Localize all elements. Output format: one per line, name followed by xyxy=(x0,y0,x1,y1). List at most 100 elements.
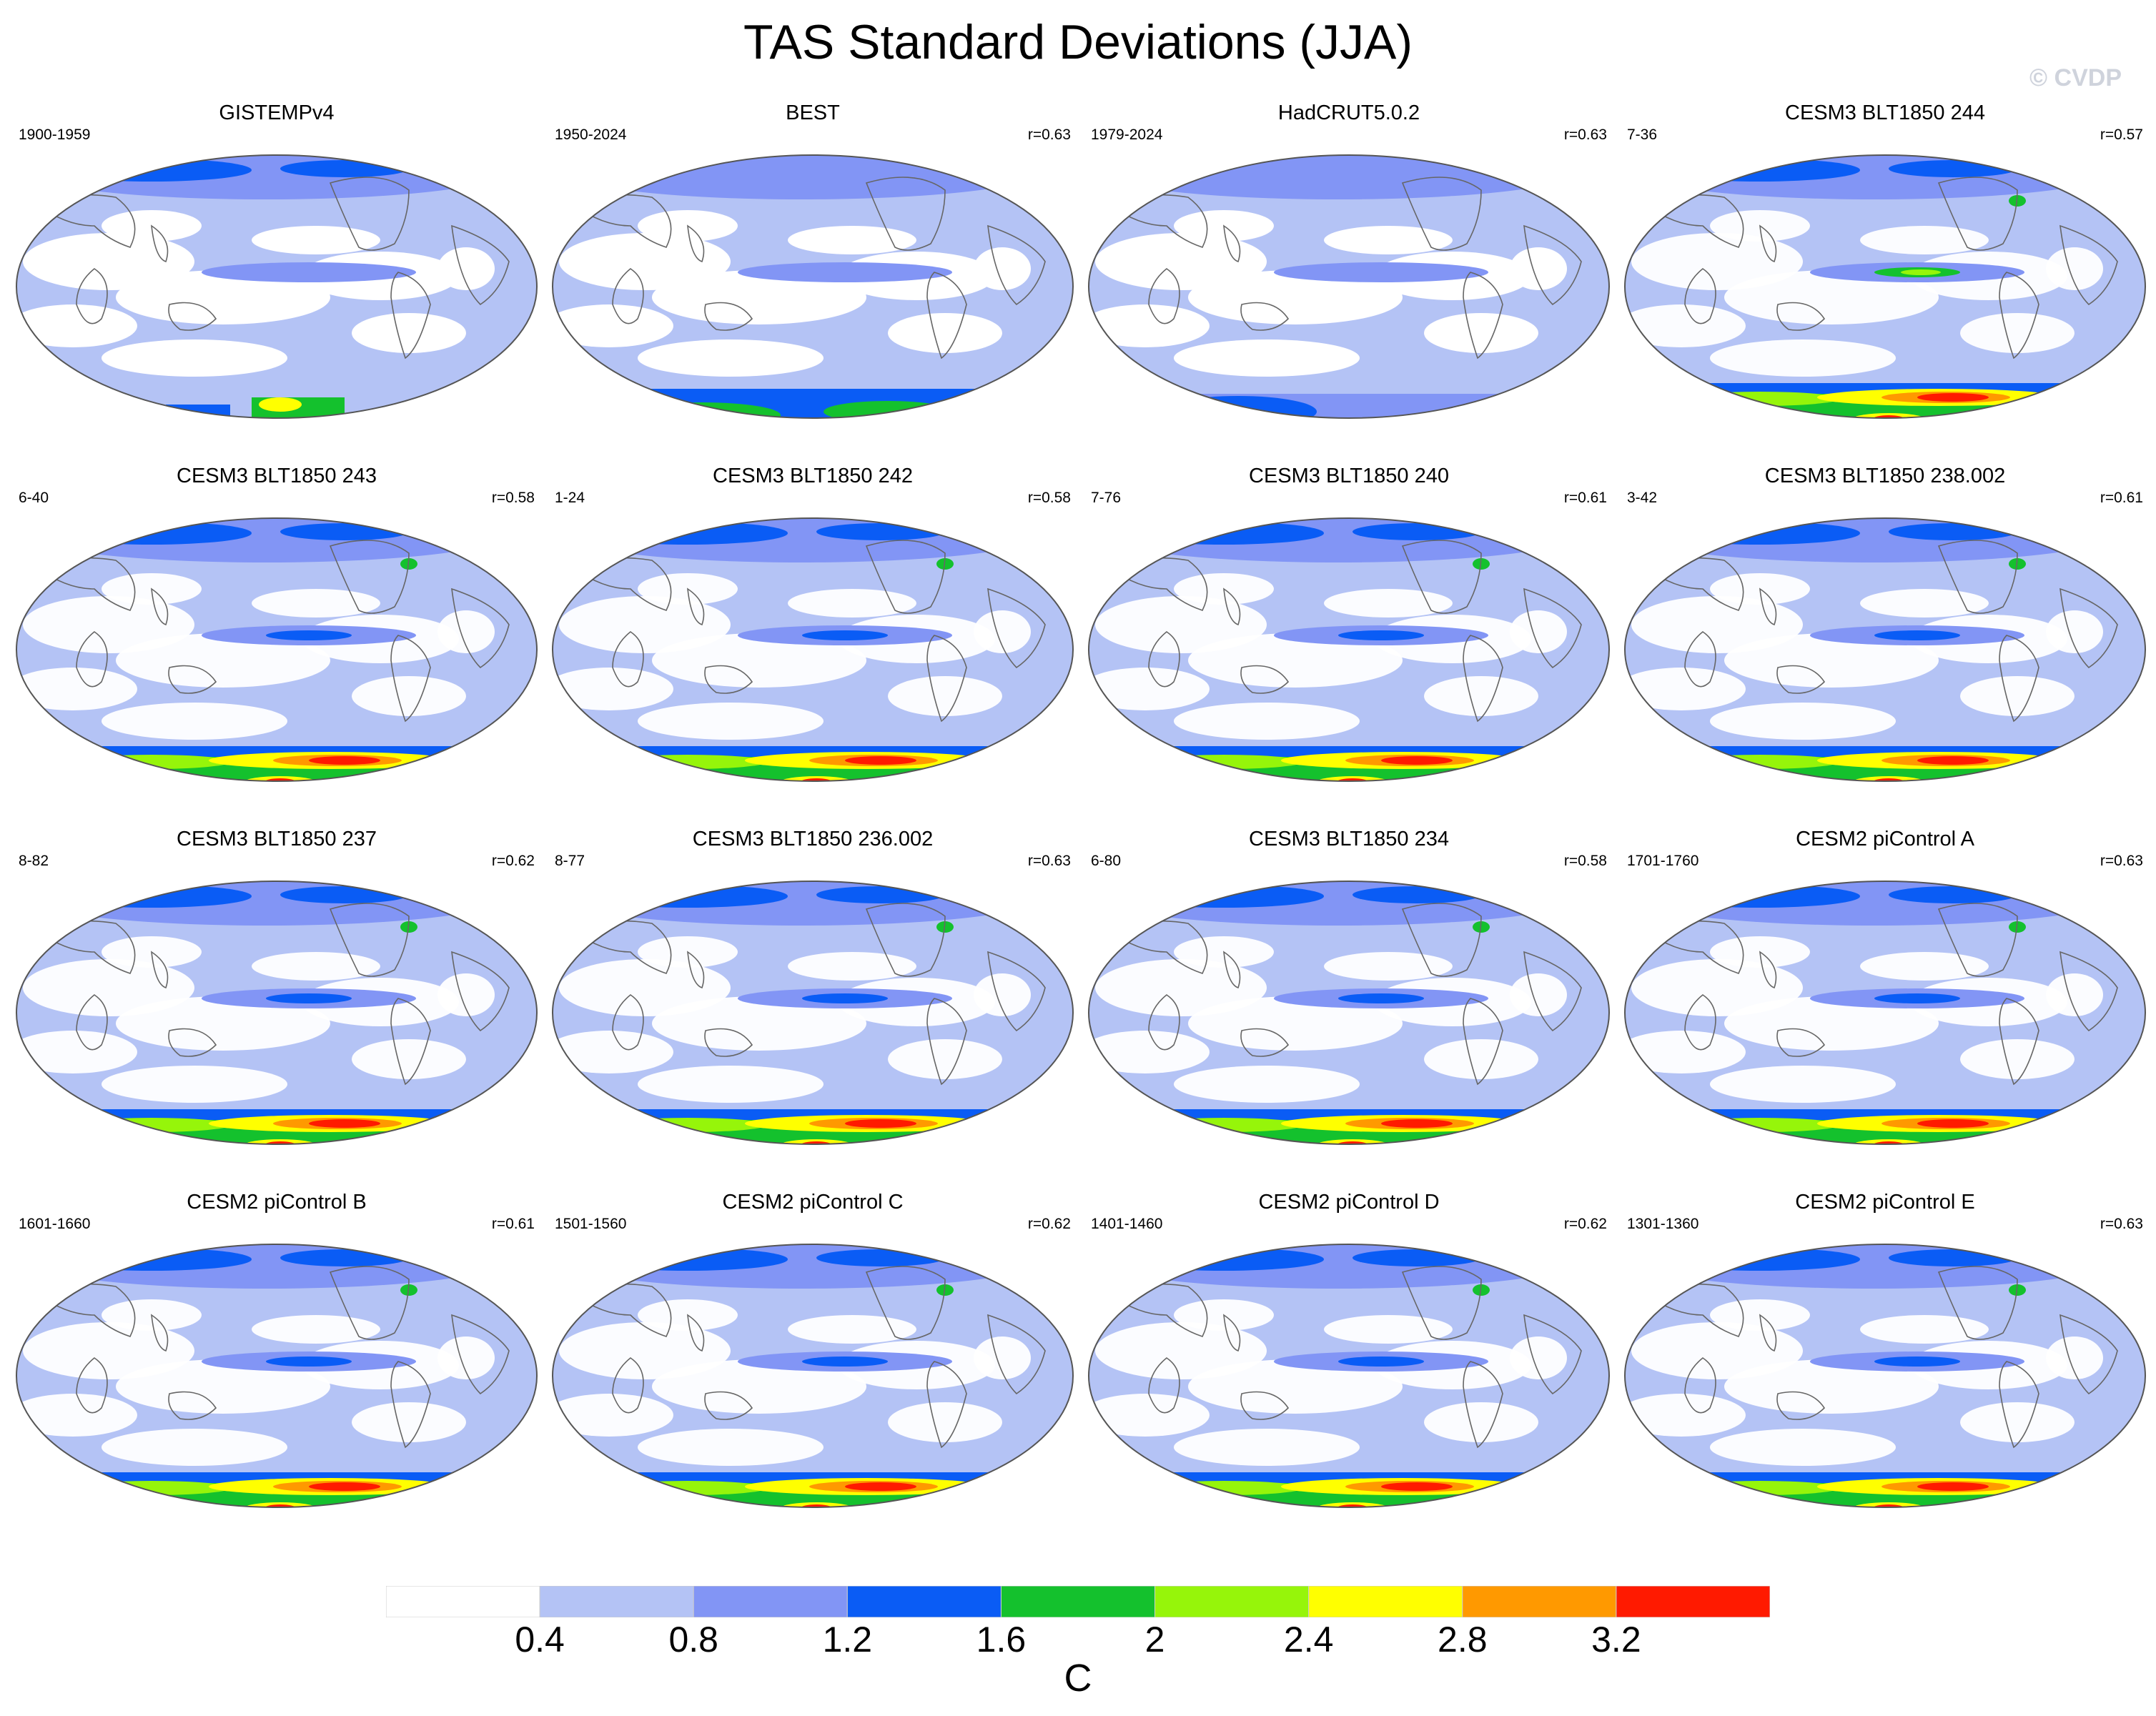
panel-correlation: r=0.63 xyxy=(2100,853,2143,869)
map-panel: BEST 1950-2024 r=0.63 xyxy=(545,100,1081,462)
colorbar-swatch xyxy=(693,1586,848,1617)
map-plot xyxy=(1623,881,2147,1145)
map-plot xyxy=(15,154,538,419)
panel-years: 1501-1560 xyxy=(555,1216,627,1232)
map-panel: CESM2 piControl B 1601-1660 r=0.61 xyxy=(9,1189,545,1551)
panel-title: CESM2 piControl A xyxy=(1796,828,1974,850)
panel-title: CESM2 piControl C xyxy=(722,1191,904,1214)
panel-correlation: r=0.62 xyxy=(1563,1216,1607,1232)
panel-correlation: r=0.61 xyxy=(2100,490,2143,506)
colorbar-tick: 1.6 xyxy=(976,1620,1027,1660)
panel-years: 1979-2024 xyxy=(1091,127,1163,143)
panel-years: 8-77 xyxy=(555,853,585,869)
panel-years: 1301-1360 xyxy=(1627,1216,1699,1232)
panel-title: CESM3 BLT1850 244 xyxy=(1785,101,1985,124)
colorbar-tick: 3.2 xyxy=(1591,1620,1641,1660)
panel-correlation: r=0.63 xyxy=(2100,1216,2143,1232)
map-panel: GISTEMPv4 1900-1959 xyxy=(9,100,545,462)
map-plot xyxy=(15,881,538,1145)
map-plot xyxy=(1087,154,1611,419)
colorbar-tick: 2.4 xyxy=(1283,1620,1334,1660)
watermark: © CVDP xyxy=(2029,64,2122,91)
panel-correlation: r=0.62 xyxy=(491,853,535,869)
panel-correlation: r=0.61 xyxy=(491,1216,535,1232)
panel-title: CESM3 BLT1850 234 xyxy=(1249,828,1449,850)
panel-years: 1401-1460 xyxy=(1091,1216,1163,1232)
map-panel: CESM3 BLT1850 238.002 3-42 r=0.61 xyxy=(1617,463,2153,825)
map-plot xyxy=(551,154,1074,419)
panel-correlation: r=0.63 xyxy=(1027,853,1071,869)
colorbar-swatch xyxy=(1154,1586,1310,1617)
panel-years: 7-36 xyxy=(1627,127,1658,143)
panel-years: 1701-1760 xyxy=(1627,853,1699,869)
map-panel: CESM2 piControl C 1501-1560 r=0.62 xyxy=(545,1189,1081,1551)
colorbar-swatch xyxy=(1308,1586,1463,1617)
panel-correlation: r=0.63 xyxy=(1027,127,1071,143)
map-panel: CESM2 piControl D 1401-1460 r=0.62 xyxy=(1081,1189,1617,1551)
colorbar-tick: 2 xyxy=(1144,1620,1165,1660)
panel-years: 6-80 xyxy=(1091,853,1122,869)
map-panel: CESM3 BLT1850 234 6-80 r=0.58 xyxy=(1081,826,1617,1188)
panel-years: 1-24 xyxy=(555,490,585,506)
panel-title: CESM3 BLT1850 240 xyxy=(1249,465,1449,487)
panel-years: 7-76 xyxy=(1091,490,1122,506)
map-plot xyxy=(551,1244,1074,1508)
map-plot xyxy=(1087,1244,1611,1508)
map-plot xyxy=(1087,881,1611,1145)
map-plot xyxy=(15,1244,538,1508)
colorbar-swatch xyxy=(539,1586,694,1617)
panel-correlation: r=0.63 xyxy=(1563,127,1607,143)
panel-correlation: r=0.61 xyxy=(1563,490,1607,506)
panel-correlation: r=0.58 xyxy=(491,490,535,506)
panel-title: CESM2 piControl E xyxy=(1795,1191,1975,1214)
colorbar xyxy=(386,1586,1770,1617)
panel-title: CESM3 BLT1850 243 xyxy=(177,465,377,487)
colorbar-tick: 1.2 xyxy=(822,1620,873,1660)
map-plot xyxy=(1623,1244,2147,1508)
map-plot xyxy=(551,517,1074,782)
map-panel: CESM3 BLT1850 244 7-36 r=0.57 xyxy=(1617,100,2153,462)
panel-years: 1601-1660 xyxy=(19,1216,91,1232)
map-panel: CESM3 BLT1850 240 7-76 r=0.61 xyxy=(1081,463,1617,825)
panel-years: 3-42 xyxy=(1627,490,1658,506)
panel-correlation: r=0.57 xyxy=(2100,127,2143,143)
map-plot xyxy=(1623,517,2147,782)
panel-years: 1900-1959 xyxy=(19,127,91,143)
colorbar-tick: 0.4 xyxy=(515,1620,565,1660)
panel-title: CESM2 piControl B xyxy=(187,1191,367,1214)
panel-correlation: r=0.62 xyxy=(1027,1216,1071,1232)
map-panel: CESM3 BLT1850 242 1-24 r=0.58 xyxy=(545,463,1081,825)
panel-title: BEST xyxy=(786,101,840,124)
map-panel: CESM2 piControl E 1301-1360 r=0.63 xyxy=(1617,1189,2153,1551)
panel-title: CESM3 BLT1850 238.002 xyxy=(1764,465,2006,487)
colorbar-swatch xyxy=(846,1586,1002,1617)
colorbar-swatch xyxy=(1616,1586,1770,1617)
map-panel: CESM3 BLT1850 237 8-82 r=0.62 xyxy=(9,826,545,1188)
map-panel: CESM3 BLT1850 236.002 8-77 r=0.63 xyxy=(545,826,1081,1188)
panel-years: 1950-2024 xyxy=(555,127,627,143)
map-plot xyxy=(1623,154,2147,419)
panel-title: CESM2 piControl D xyxy=(1258,1191,1440,1214)
colorbar-swatch xyxy=(1000,1586,1156,1617)
panel-correlation: r=0.58 xyxy=(1563,853,1607,869)
colorbar-unit-label: C xyxy=(1064,1657,1092,1700)
panel-years: 8-82 xyxy=(19,853,49,869)
map-plot xyxy=(551,881,1074,1145)
panel-title: CESM3 BLT1850 242 xyxy=(713,465,913,487)
map-plot xyxy=(1087,517,1611,782)
panel-title: CESM3 BLT1850 236.002 xyxy=(692,828,934,850)
panel-correlation: r=0.58 xyxy=(1027,490,1071,506)
map-plot xyxy=(15,517,538,782)
colorbar-swatch xyxy=(386,1586,540,1617)
map-panel: CESM3 BLT1850 243 6-40 r=0.58 xyxy=(9,463,545,825)
panel-title: HadCRUT5.0.2 xyxy=(1277,101,1420,124)
colorbar-tick: 2.8 xyxy=(1438,1620,1488,1660)
panel-years: 6-40 xyxy=(19,490,49,506)
panel-title: GISTEMPv4 xyxy=(219,101,335,124)
map-panel: CESM2 piControl A 1701-1760 r=0.63 xyxy=(1617,826,2153,1188)
map-panel: HadCRUT5.0.2 1979-2024 r=0.63 xyxy=(1081,100,1617,462)
colorbar-tick: 0.8 xyxy=(668,1620,718,1660)
panel-title: CESM3 BLT1850 237 xyxy=(177,828,377,850)
colorbar-swatch xyxy=(1462,1586,1617,1617)
figure-title: TAS Standard Deviations (JJA) xyxy=(743,15,1413,69)
